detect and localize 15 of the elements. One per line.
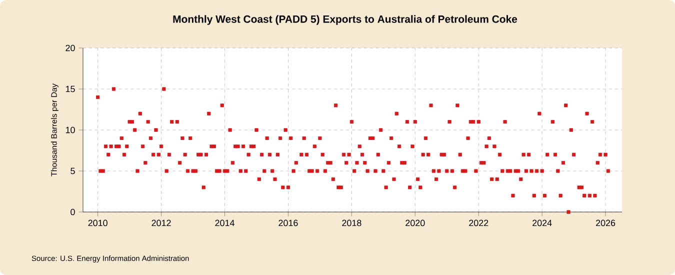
x-tick-label: 2016 <box>278 220 298 226</box>
x-tick-label: 2026 <box>596 220 616 226</box>
y-tick-label: 0 <box>70 208 75 216</box>
y-tick-label: 15 <box>66 86 75 92</box>
x-tick-label: 2012 <box>152 220 171 226</box>
y-tick-label: 20 <box>66 44 75 52</box>
y-tick-label: 10 <box>66 126 75 134</box>
x-tick-label: 2024 <box>532 220 552 226</box>
x-tick-label: 2018 <box>342 220 362 226</box>
x-tick-label: 2020 <box>406 220 425 226</box>
x-tick-label: 2022 <box>469 220 488 226</box>
y-tick-label: 5 <box>70 168 75 174</box>
chart-title: Monthly West Coast (PADD 5) Exports to Australia of Petroleum Coke <box>173 15 518 25</box>
x-tick-label: 2014 <box>215 220 234 226</box>
x-tick-label: 2010 <box>88 220 108 226</box>
